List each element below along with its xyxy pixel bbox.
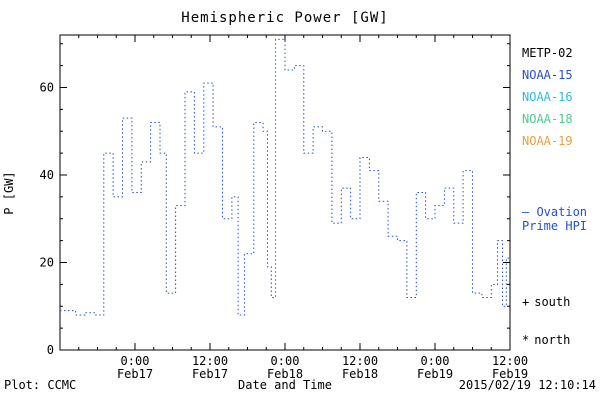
svg-text:Feb18: Feb18 <box>342 367 378 381</box>
svg-text:0:00: 0:00 <box>421 354 450 368</box>
legend-marker-north-label: north <box>534 333 571 347</box>
y-axis-label: P [GW] <box>2 171 16 215</box>
legend-marker-south: + south <box>522 295 570 309</box>
svg-text:0:00: 0:00 <box>121 354 150 368</box>
legend-item-noaa-15: NOAA-15 <box>522 68 573 82</box>
legend-item-noaa-19: NOAA-19 <box>522 134 573 148</box>
svg-text:0: 0 <box>47 343 54 357</box>
svg-text:12:00: 12:00 <box>192 354 228 368</box>
svg-text:0:00: 0:00 <box>271 354 300 368</box>
chart-title: Hemispheric Power [GW] <box>181 10 389 26</box>
svg-text:12:00: 12:00 <box>492 354 528 368</box>
legend-item-metp-02: METP-02 <box>522 46 573 60</box>
svg-text:12:00: 12:00 <box>342 354 378 368</box>
plus-marker-icon: + <box>522 295 530 309</box>
legend-ovation-line1: — Ovation <box>522 205 588 219</box>
svg-text:20: 20 <box>40 256 54 270</box>
svg-text:Feb17: Feb17 <box>117 367 153 381</box>
plot-credit: Plot: CCMC <box>4 378 77 392</box>
asterisk-marker-icon: * <box>522 333 530 347</box>
svg-text:Feb17: Feb17 <box>192 367 228 381</box>
svg-text:Feb18: Feb18 <box>267 367 303 381</box>
svg-text:40: 40 <box>40 168 54 182</box>
tick-labels: 0:00Feb1712:00Feb170:00Feb1812:00Feb180:… <box>40 81 529 382</box>
legend-marker-south-label: south <box>534 295 571 309</box>
legend-ovation-prime-hpi: — Ovation Prime HPI <box>522 205 587 233</box>
legend-item-noaa-16: NOAA-16 <box>522 90 573 104</box>
plot-timestamp: 2015/02/19 12:10:14 <box>458 378 596 392</box>
legend-item-noaa-18: NOAA-18 <box>522 112 573 126</box>
svg-text:Feb19: Feb19 <box>492 367 528 381</box>
axes <box>59 34 511 351</box>
svg-text:60: 60 <box>40 81 54 95</box>
svg-text:Feb19: Feb19 <box>417 367 453 381</box>
legend-ovation-line2: Prime HPI <box>522 219 588 233</box>
legend-marker-north: * north <box>522 333 570 347</box>
x-axis-label: Date and Time <box>238 378 332 392</box>
data-series-ovation-prime-hpi <box>60 38 510 316</box>
